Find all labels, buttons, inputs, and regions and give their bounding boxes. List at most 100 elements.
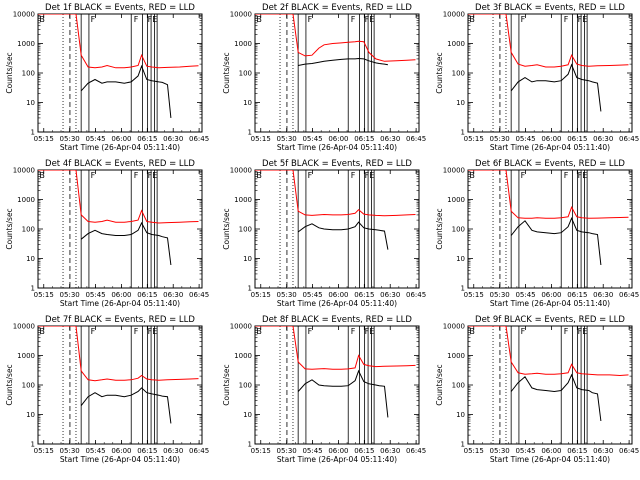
y-tick-label: 10 <box>243 411 252 419</box>
interval-marker: F <box>351 327 356 336</box>
y-tick-label: 10000 <box>443 11 465 19</box>
lld-series-line <box>38 170 199 224</box>
plot-frame <box>37 169 203 289</box>
y-tick-label: 100 <box>22 70 35 78</box>
interval-marker: FE <box>578 171 588 180</box>
interval-marker: F <box>91 171 96 180</box>
events-series-line <box>80 221 172 266</box>
panel-title: Det 2f BLACK = Events, RED = LLD <box>262 3 412 13</box>
panel-title: Det 9f BLACK = Events, RED = LLD <box>475 315 625 325</box>
plot-frame <box>37 325 203 445</box>
x-tick-label: 05:30 <box>277 447 297 455</box>
lld-series-line <box>38 326 199 382</box>
x-axis-label: Start Time (26-Apr-04 05:11:40) <box>60 299 180 308</box>
y-tick-label: 1000 <box>17 40 35 48</box>
plot-frame <box>467 169 633 289</box>
x-tick-label: 06:45 <box>189 447 209 455</box>
x-tick-label: 05:45 <box>85 135 105 143</box>
interval-marker: F <box>134 327 139 336</box>
interval-marker: F <box>134 15 139 24</box>
plot-frame <box>467 325 633 445</box>
x-tick-label: 06:15 <box>354 135 374 143</box>
detector-panel-7: Det 7f BLACK = Events, RED = LLD 1 10 100 10… <box>5 315 209 464</box>
x-tick-label: 06:00 <box>111 291 131 299</box>
y-tick-label: 10000 <box>443 167 465 175</box>
interval-marker: F <box>521 327 526 336</box>
interval-marker: F <box>564 15 569 24</box>
y-tick-label: 1000 <box>447 352 465 360</box>
lld-series-line <box>468 14 629 68</box>
interval-marker: F <box>351 171 356 180</box>
lld-series-line <box>255 170 416 217</box>
x-tick-label: 06:00 <box>111 135 131 143</box>
y-tick-label: 10000 <box>13 323 35 331</box>
events-series-line <box>80 387 172 424</box>
x-tick-label: 05:15 <box>34 135 54 143</box>
lld-series-line <box>468 170 629 219</box>
x-tick-label: 05:45 <box>85 447 105 455</box>
y-tick-label: 10 <box>456 99 465 107</box>
detector-panel-8: Det 8f BLACK = Events, RED = LLD 1 10 100 10… <box>222 315 426 464</box>
x-tick-label: 06:45 <box>619 447 639 455</box>
y-tick-label: 100 <box>239 382 252 390</box>
y-tick-label: 10 <box>456 255 465 263</box>
x-tick-label: 05:30 <box>277 135 297 143</box>
y-tick-label: 10 <box>26 99 35 107</box>
y-tick-label: 10 <box>243 255 252 263</box>
interval-marker: B <box>256 15 262 24</box>
y-tick-label: 1 <box>31 285 35 293</box>
detector-panel-6: Det 6f BLACK = Events, RED = LLD 1 10 100 10… <box>435 159 639 308</box>
y-axis-label: Counts/sec <box>435 208 444 249</box>
x-tick-label: 06:15 <box>137 447 157 455</box>
plot-frame <box>254 13 420 133</box>
interval-marker: F <box>351 15 356 24</box>
x-tick-label: 06:45 <box>189 291 209 299</box>
x-tick-label: 05:15 <box>251 447 271 455</box>
interval-marker: F <box>308 15 313 24</box>
interval-marker: FE <box>365 171 375 180</box>
x-tick-label: 05:30 <box>60 447 80 455</box>
y-tick-label: 1 <box>461 285 465 293</box>
interval-marker: B <box>469 15 475 24</box>
x-tick-label: 06:30 <box>593 135 613 143</box>
x-axis-label: Start Time (26-Apr-04 05:11:40) <box>60 143 180 152</box>
x-tick-label: 06:15 <box>137 291 157 299</box>
events-series-line <box>510 63 602 112</box>
x-tick-label: 06:00 <box>541 447 561 455</box>
x-tick-label: 05:15 <box>251 291 271 299</box>
x-tick-label: 06:45 <box>406 135 426 143</box>
y-tick-label: 1 <box>31 441 35 449</box>
interval-lines <box>62 170 158 288</box>
interval-lines <box>492 14 588 132</box>
x-tick-label: 06:30 <box>163 291 183 299</box>
events-series-line <box>510 373 602 422</box>
interval-marker: FE <box>365 15 375 24</box>
events-series-line <box>80 64 172 118</box>
y-tick-label: 1 <box>248 441 252 449</box>
x-axis-label: Start Time (26-Apr-04 05:11:40) <box>490 143 610 152</box>
x-tick-label: 06:15 <box>354 291 374 299</box>
interval-marker: FE <box>148 327 158 336</box>
series-group <box>38 326 199 424</box>
series-group <box>255 326 416 418</box>
y-tick-label: 1 <box>31 129 35 137</box>
x-tick-label: 05:15 <box>464 135 484 143</box>
x-tick-label: 06:45 <box>406 447 426 455</box>
detector-panel-3: Det 3f BLACK = Events, RED = LLD 1 10 100 10… <box>435 3 639 152</box>
y-tick-label: 10000 <box>230 167 252 175</box>
x-tick-label: 06:45 <box>406 291 426 299</box>
lld-series-line <box>468 326 629 377</box>
y-tick-label: 10 <box>243 99 252 107</box>
x-tick-label: 05:15 <box>464 447 484 455</box>
y-axis-label: Counts/sec <box>5 52 14 93</box>
x-axis-label: Start Time (26-Apr-04 05:11:40) <box>490 299 610 308</box>
y-tick-label: 10000 <box>13 11 35 19</box>
events-series-line <box>297 221 389 250</box>
detector-panel-1: Det 1f BLACK = Events, RED = LLD 1 10 100 10… <box>5 3 209 152</box>
interval-marker: F <box>564 327 569 336</box>
y-axis-label: Counts/sec <box>435 364 444 405</box>
x-tick-label: 06:00 <box>541 291 561 299</box>
interval-marker: F <box>521 171 526 180</box>
y-axis-label: Counts/sec <box>222 364 231 405</box>
detector-panel-9: Det 9f BLACK = Events, RED = LLD 1 10 100 10… <box>435 315 639 464</box>
